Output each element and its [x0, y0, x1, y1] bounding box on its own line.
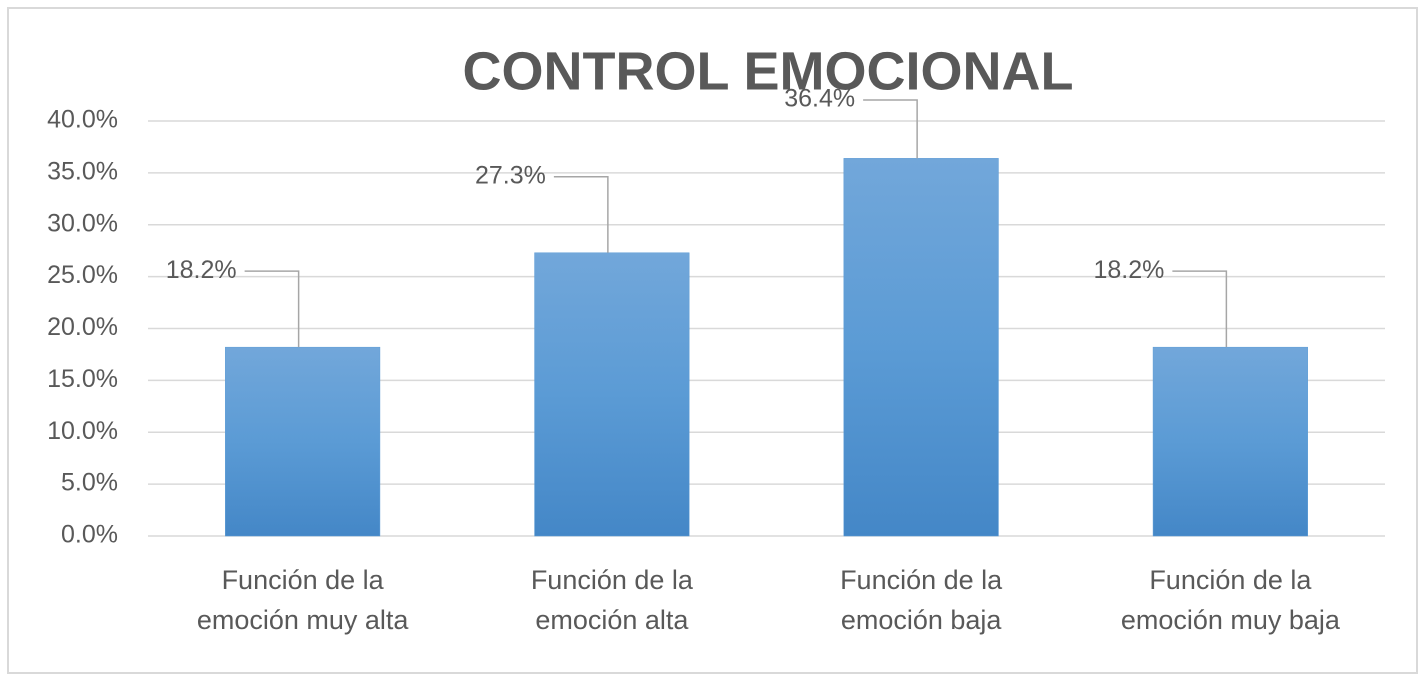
- data-label: 36.4%: [784, 85, 855, 113]
- x-tick-label-line: Función de la: [1149, 565, 1312, 595]
- data-label: 18.2%: [1093, 256, 1164, 284]
- x-tick-label: Función de la emoción muy baja: [1121, 565, 1341, 635]
- leader-line: [553, 176, 609, 253]
- y-tick-label: 40.0%: [47, 106, 118, 134]
- chart-frame: [7, 7, 1418, 674]
- bar: [1152, 346, 1308, 537]
- y-tick-label: 25.0%: [47, 261, 118, 289]
- x-tick-label-line: emoción baja: [841, 605, 1003, 635]
- bar: [534, 252, 690, 537]
- chart-title: CONTROL EMOCIONAL: [463, 41, 1074, 101]
- x-tick-label: Función de la emoción alta: [531, 565, 694, 635]
- x-tick-label-line: Función de la: [840, 565, 1003, 595]
- x-tick-label-line: emoción muy baja: [1121, 605, 1341, 635]
- leader-line: [244, 270, 300, 348]
- x-tick-label: Función de la emoción muy alta: [197, 565, 410, 635]
- x-tick-label-line: Función de la: [531, 565, 694, 595]
- y-tick-label: 30.0%: [47, 209, 118, 237]
- data-label: 18.2%: [166, 256, 237, 284]
- y-tick-label: 10.0%: [47, 417, 118, 445]
- bar: [225, 346, 381, 537]
- bar: [843, 158, 999, 537]
- y-tick-label: 0.0%: [61, 521, 118, 549]
- x-tick-label-line: Función de la: [222, 565, 385, 595]
- x-tick-label-line: emoción muy alta: [197, 605, 410, 635]
- x-tick-label-line: emoción alta: [535, 605, 689, 635]
- leader-line: [1172, 270, 1228, 348]
- y-tick-label: 20.0%: [47, 313, 118, 341]
- leader-line: [863, 99, 918, 159]
- data-label: 27.3%: [475, 161, 546, 189]
- y-tick-label: 35.0%: [47, 157, 118, 185]
- y-tick-label: 15.0%: [47, 365, 118, 393]
- x-tick-label: Función de la emoción baja: [840, 565, 1003, 635]
- y-tick-label: 5.0%: [61, 469, 118, 497]
